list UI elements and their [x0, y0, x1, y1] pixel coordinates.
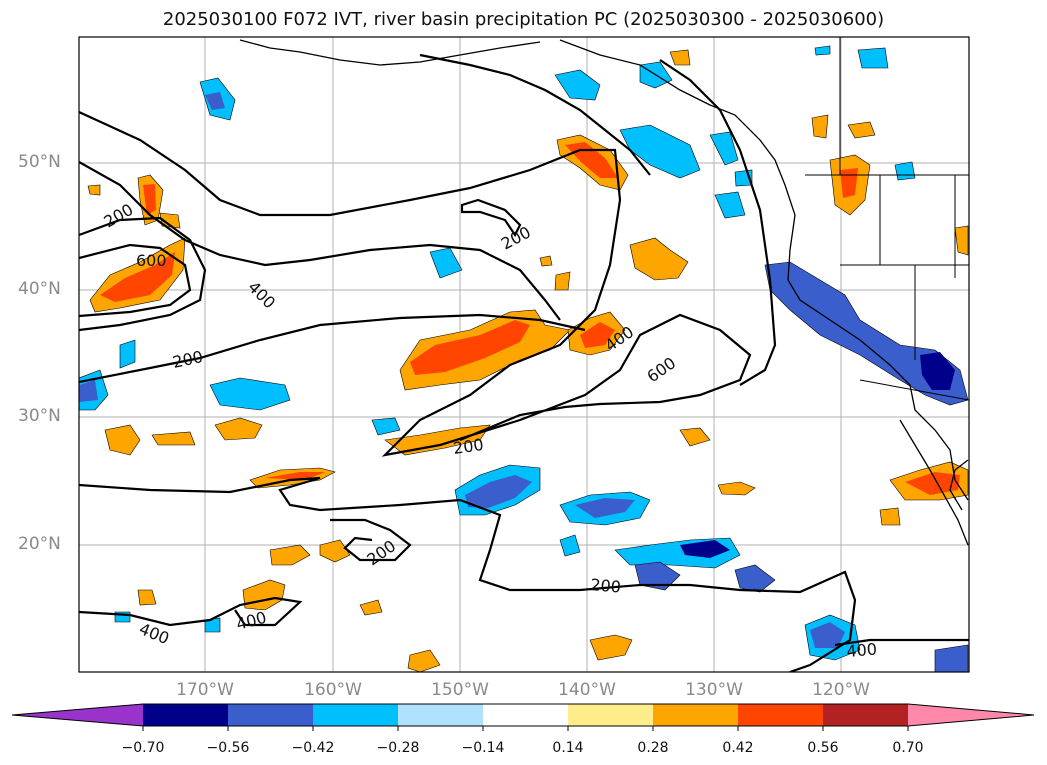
lon-label: 130°W — [685, 680, 743, 700]
lat-label: 20°N — [18, 534, 61, 554]
contour-label: 200 — [452, 435, 485, 458]
colorbar-box — [313, 704, 398, 726]
colorbar-box — [228, 704, 313, 726]
lon-label: 150°W — [431, 680, 489, 700]
contour-label: 200 — [590, 575, 622, 597]
colorbar-tick-label: −0.70 — [121, 740, 165, 756]
colorbar-tick-label: 0.56 — [807, 740, 839, 756]
coastlines — [239, 39, 969, 546]
colorbar-tick-label: 0.28 — [637, 740, 669, 756]
colorbar-tick-label: 0.70 — [892, 740, 924, 756]
lon-label: 160°W — [304, 680, 362, 700]
contour-label: 400 — [846, 639, 878, 661]
colorbar-box — [738, 704, 823, 726]
colorbar-box — [568, 704, 653, 726]
lon-label: 140°W — [558, 680, 616, 700]
ivt-contours — [79, 53, 969, 672]
colorbar-extend-right — [908, 704, 1034, 726]
lon-label: 120°W — [812, 680, 870, 700]
lat-label: 50°N — [18, 152, 61, 172]
lat-label: 40°N — [18, 279, 61, 299]
colorbar-box — [823, 704, 908, 726]
colorbar-tick-label: −0.28 — [376, 740, 420, 756]
lat-label: 30°N — [18, 406, 61, 426]
colorbar — [11, 703, 1035, 731]
contour-label: 600 — [136, 251, 167, 270]
colorbar-tick-label: −0.42 — [291, 740, 335, 756]
colorbar-extend-left — [12, 704, 143, 726]
colorbar-box — [398, 704, 483, 726]
colorbar-box — [143, 704, 228, 726]
political-borders — [805, 37, 969, 401]
colorbar-tick-label: 0.42 — [722, 740, 754, 756]
colorbar-box — [483, 704, 568, 726]
contour-labels: 200 600 400 200 200 400 600 200 200 200 … — [101, 200, 878, 661]
map-title: 2025030100 F072 IVT, river basin precipi… — [162, 9, 885, 30]
lon-label: 170°W — [176, 680, 234, 700]
map-frame — [78, 36, 970, 673]
colorbar-tick-label: −0.56 — [206, 740, 250, 756]
colorbar-box — [653, 704, 738, 726]
colorbar-tick-label: 0.14 — [552, 740, 584, 756]
colorbar-tick-label: −0.14 — [461, 740, 505, 756]
negative-anomaly-patches — [79, 45, 969, 672]
